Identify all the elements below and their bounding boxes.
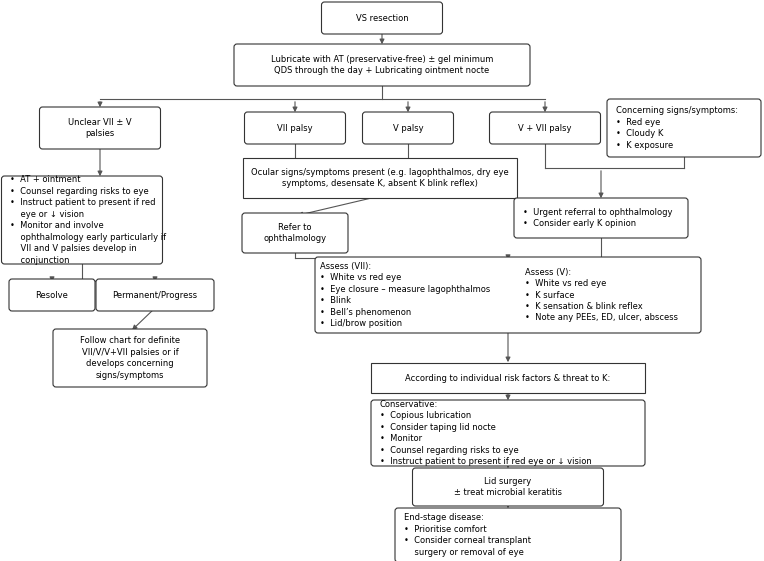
FancyBboxPatch shape	[490, 112, 601, 144]
FancyBboxPatch shape	[243, 158, 517, 198]
Text: Permanent/Progress: Permanent/Progress	[112, 291, 198, 300]
Text: Lid surgery
± treat microbial keratitis: Lid surgery ± treat microbial keratitis	[454, 477, 562, 497]
Text: End-stage disease:
•  Prioritise comfort
•  Consider corneal transplant
    surg: End-stage disease: • Prioritise comfort …	[404, 513, 531, 557]
FancyBboxPatch shape	[242, 213, 348, 253]
Text: Assess (VII):
•  White vs red eye
•  Eye closure – measure lagophthalmos
•  Blin: Assess (VII): • White vs red eye • Eye c…	[320, 262, 490, 328]
FancyBboxPatch shape	[315, 257, 701, 333]
FancyBboxPatch shape	[244, 112, 345, 144]
Text: Lubricate with AT (preservative-free) ± gel minimum
QDS through the day + Lubric: Lubricate with AT (preservative-free) ± …	[270, 55, 494, 75]
FancyBboxPatch shape	[371, 363, 645, 393]
Text: Concerning signs/symptoms:
•  Red eye
•  Cloudy K
•  K exposure: Concerning signs/symptoms: • Red eye • C…	[616, 107, 738, 150]
FancyBboxPatch shape	[53, 329, 207, 387]
FancyBboxPatch shape	[9, 279, 95, 311]
Text: Conservative:
•  Copious lubrication
•  Consider taping lid nocte
•  Monitor
•  : Conservative: • Copious lubrication • Co…	[380, 400, 592, 466]
FancyBboxPatch shape	[514, 198, 688, 238]
Text: V + VII palsy: V + VII palsy	[518, 123, 571, 132]
Text: V palsy: V palsy	[393, 123, 423, 132]
Text: VS resection: VS resection	[356, 13, 408, 22]
FancyBboxPatch shape	[322, 2, 442, 34]
Text: VII palsy: VII palsy	[277, 123, 312, 132]
FancyBboxPatch shape	[371, 400, 645, 466]
Text: Unclear VII ± V
palsies: Unclear VII ± V palsies	[68, 118, 132, 138]
FancyBboxPatch shape	[607, 99, 761, 157]
Text: •  Urgent referral to ophthalmology
•  Consider early K opinion: • Urgent referral to ophthalmology • Con…	[523, 208, 672, 228]
Text: Ocular signs/symptoms present (e.g. lagophthalmos, dry eye
symptoms, desensate K: Ocular signs/symptoms present (e.g. lago…	[251, 168, 509, 188]
Text: Assess (V):
•  White vs red eye
•  K surface
•  K sensation & blink reflex
•  No: Assess (V): • White vs red eye • K surfa…	[525, 268, 678, 323]
FancyBboxPatch shape	[2, 176, 163, 264]
Text: According to individual risk factors & threat to K:: According to individual risk factors & t…	[406, 374, 610, 383]
FancyBboxPatch shape	[395, 508, 621, 561]
FancyBboxPatch shape	[234, 44, 530, 86]
FancyBboxPatch shape	[413, 468, 604, 506]
Text: •  AT + ointment
•  Counsel regarding risks to eye
•  Instruct patient to presen: • AT + ointment • Counsel regarding risk…	[11, 176, 167, 265]
FancyBboxPatch shape	[96, 279, 214, 311]
Text: Follow chart for definite
VII/V/V+VII palsies or if
develops concerning
signs/sy: Follow chart for definite VII/V/V+VII pa…	[80, 337, 180, 380]
Text: Resolve: Resolve	[36, 291, 69, 300]
FancyBboxPatch shape	[40, 107, 160, 149]
Text: Refer to
ophthalmology: Refer to ophthalmology	[264, 223, 326, 243]
FancyBboxPatch shape	[362, 112, 454, 144]
